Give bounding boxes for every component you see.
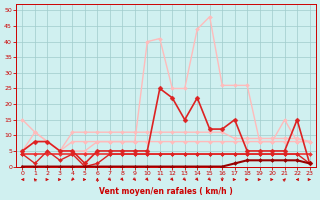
X-axis label: Vent moyen/en rafales ( km/h ): Vent moyen/en rafales ( km/h )	[99, 187, 233, 196]
